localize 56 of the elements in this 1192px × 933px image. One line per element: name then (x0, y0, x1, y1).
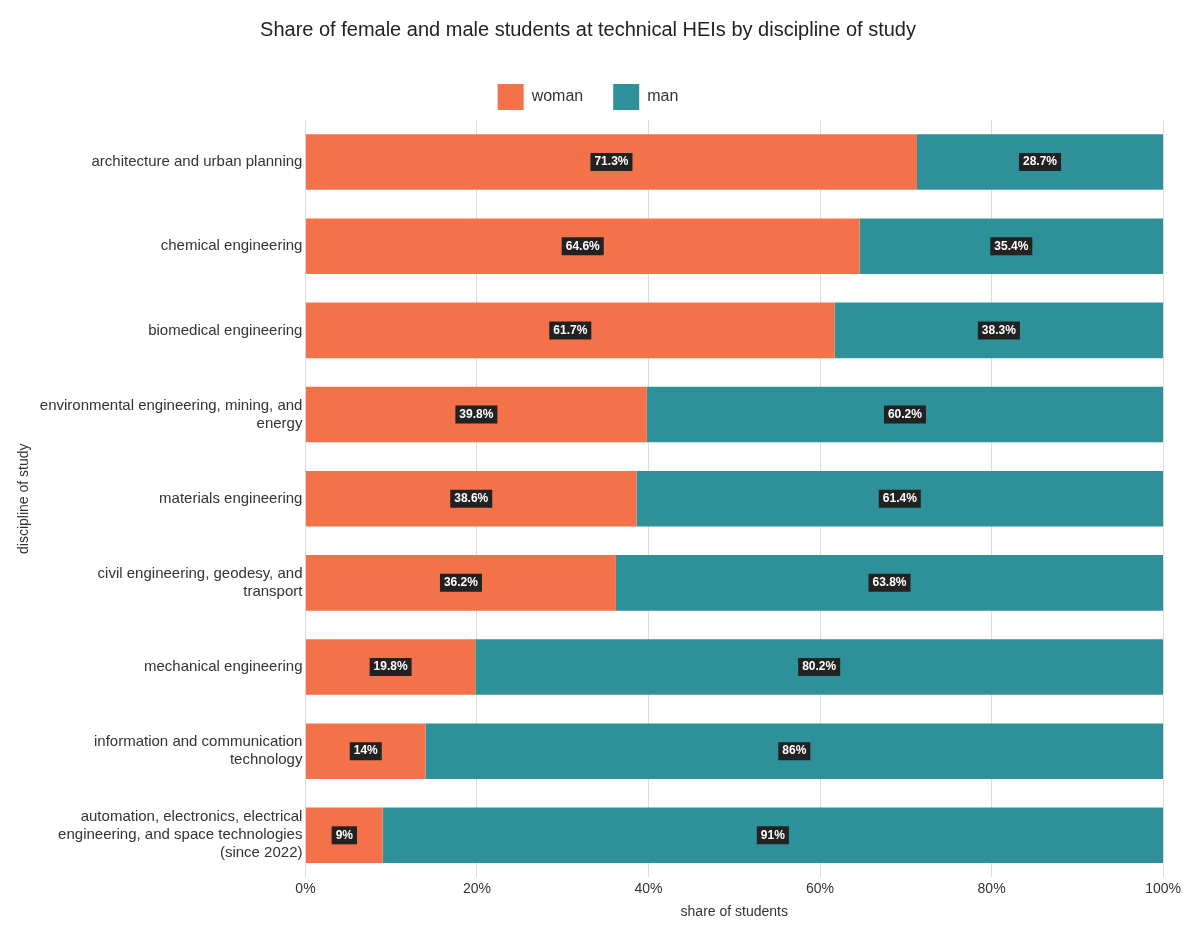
x-tick-label: 60% (806, 879, 835, 896)
bar (305, 218, 860, 275)
chart-title: Share of female and male students at technical HEIs by discipline of study (260, 17, 916, 40)
data-label: 36.2% (443, 575, 479, 590)
bar (305, 555, 616, 611)
data-label: 61.4% (882, 491, 918, 506)
x-tick-label: 80% (977, 879, 1006, 896)
bar (305, 386, 647, 443)
data-label: 35.4% (994, 238, 1029, 253)
bar (305, 639, 476, 695)
y-tick-label: materials engineering (159, 488, 303, 506)
y-tick-label: civil engineering, geodesy, and transport (97, 564, 304, 599)
data-label: 61.7% (553, 322, 588, 337)
y-tick-label: mechanical engineering (144, 657, 303, 675)
y-tick-label: biomedical engineering (148, 320, 303, 338)
data-label: 39.8% (459, 406, 494, 421)
data-label: 19.8% (373, 659, 408, 674)
y-tick-label: chemical engineering (160, 236, 303, 254)
data-label: 80.2% (802, 659, 837, 674)
bar (615, 555, 1164, 611)
x-tick-label: 0% (295, 879, 316, 896)
data-label: 38.3% (981, 322, 1017, 337)
data-label: 63.8% (872, 575, 907, 590)
y-tick-label: information and communication technology (94, 732, 303, 768)
bar (475, 639, 1164, 695)
x-tick-label: 100% (1145, 879, 1181, 896)
x-tick-label: 20% (462, 879, 492, 896)
y-tick-label: architecture and urban planning (91, 152, 303, 170)
legend-label: man (647, 87, 679, 105)
bar (859, 218, 1164, 275)
bar (305, 470, 637, 527)
bar (916, 134, 1164, 190)
x-axis-title: share of students (680, 903, 788, 920)
bar (305, 134, 917, 190)
y-tick-label: environmental engineering, mining, and energy (39, 395, 303, 431)
bar (382, 807, 1164, 864)
bar (834, 302, 1164, 359)
legend-label: woman (530, 87, 584, 105)
data-label: 28.7% (1023, 154, 1058, 169)
bar (646, 386, 1164, 443)
data-label: 14% (353, 743, 379, 758)
bar (305, 302, 835, 359)
bar (305, 723, 426, 779)
data-label: 71.3% (594, 154, 629, 169)
bar (636, 470, 1164, 527)
x-tick-label: 40% (634, 879, 663, 896)
data-label: 91% (760, 827, 786, 842)
data-label: 38.6% (454, 491, 489, 506)
data-label: 9% (335, 827, 354, 842)
bar (305, 807, 383, 864)
data-label: 60.2% (887, 406, 923, 421)
y-axis-title: discipline of study (15, 443, 32, 554)
bar (425, 723, 1164, 779)
data-label: 86% (782, 743, 807, 758)
y-tick-label: automation, electronics, electrical engineering, and space technologies (since 2022) (58, 807, 303, 861)
data-label: 64.6% (565, 238, 601, 253)
